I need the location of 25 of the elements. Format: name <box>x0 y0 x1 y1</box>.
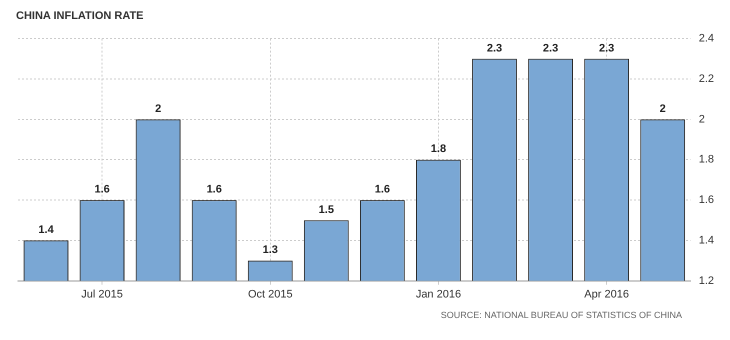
x-tick-label: Oct 2015 <box>248 288 293 300</box>
y-tick-label: 1.4 <box>698 234 714 246</box>
source-note: SOURCE: NATIONAL BUREAU OF STATISTICS OF CHINA <box>440 310 683 320</box>
x-tick-label: Jan 2016 <box>416 288 462 300</box>
y-tick-label: 1.2 <box>698 274 714 287</box>
data-label: 2.3 <box>486 42 502 54</box>
data-label: 1.6 <box>374 184 390 196</box>
x-tick-label: Jul 2015 <box>81 288 123 300</box>
data-label: 2.3 <box>598 42 614 54</box>
y-tick-label: 2 <box>698 113 705 126</box>
data-label: 1.3 <box>262 244 278 256</box>
data-label: 2.3 <box>542 42 558 54</box>
data-label: 1.4 <box>38 224 55 236</box>
y-tick-label: 1.8 <box>698 154 714 166</box>
y-tick-label: 2.2 <box>698 73 714 85</box>
data-label: 1.6 <box>94 184 110 196</box>
y-tick-label: 2.4 <box>698 32 714 45</box>
x-tick-label: Apr 2016 <box>584 288 629 300</box>
data-label: 2 <box>660 102 666 115</box>
data-label: 1.8 <box>430 143 446 156</box>
y-tick-label: 1.6 <box>698 194 714 206</box>
data-label: 1.6 <box>206 184 222 196</box>
chart-title: CHINA INFLATION RATE <box>15 9 145 24</box>
data-label: 1.5 <box>318 204 334 216</box>
data-label: 2 <box>155 102 162 115</box>
